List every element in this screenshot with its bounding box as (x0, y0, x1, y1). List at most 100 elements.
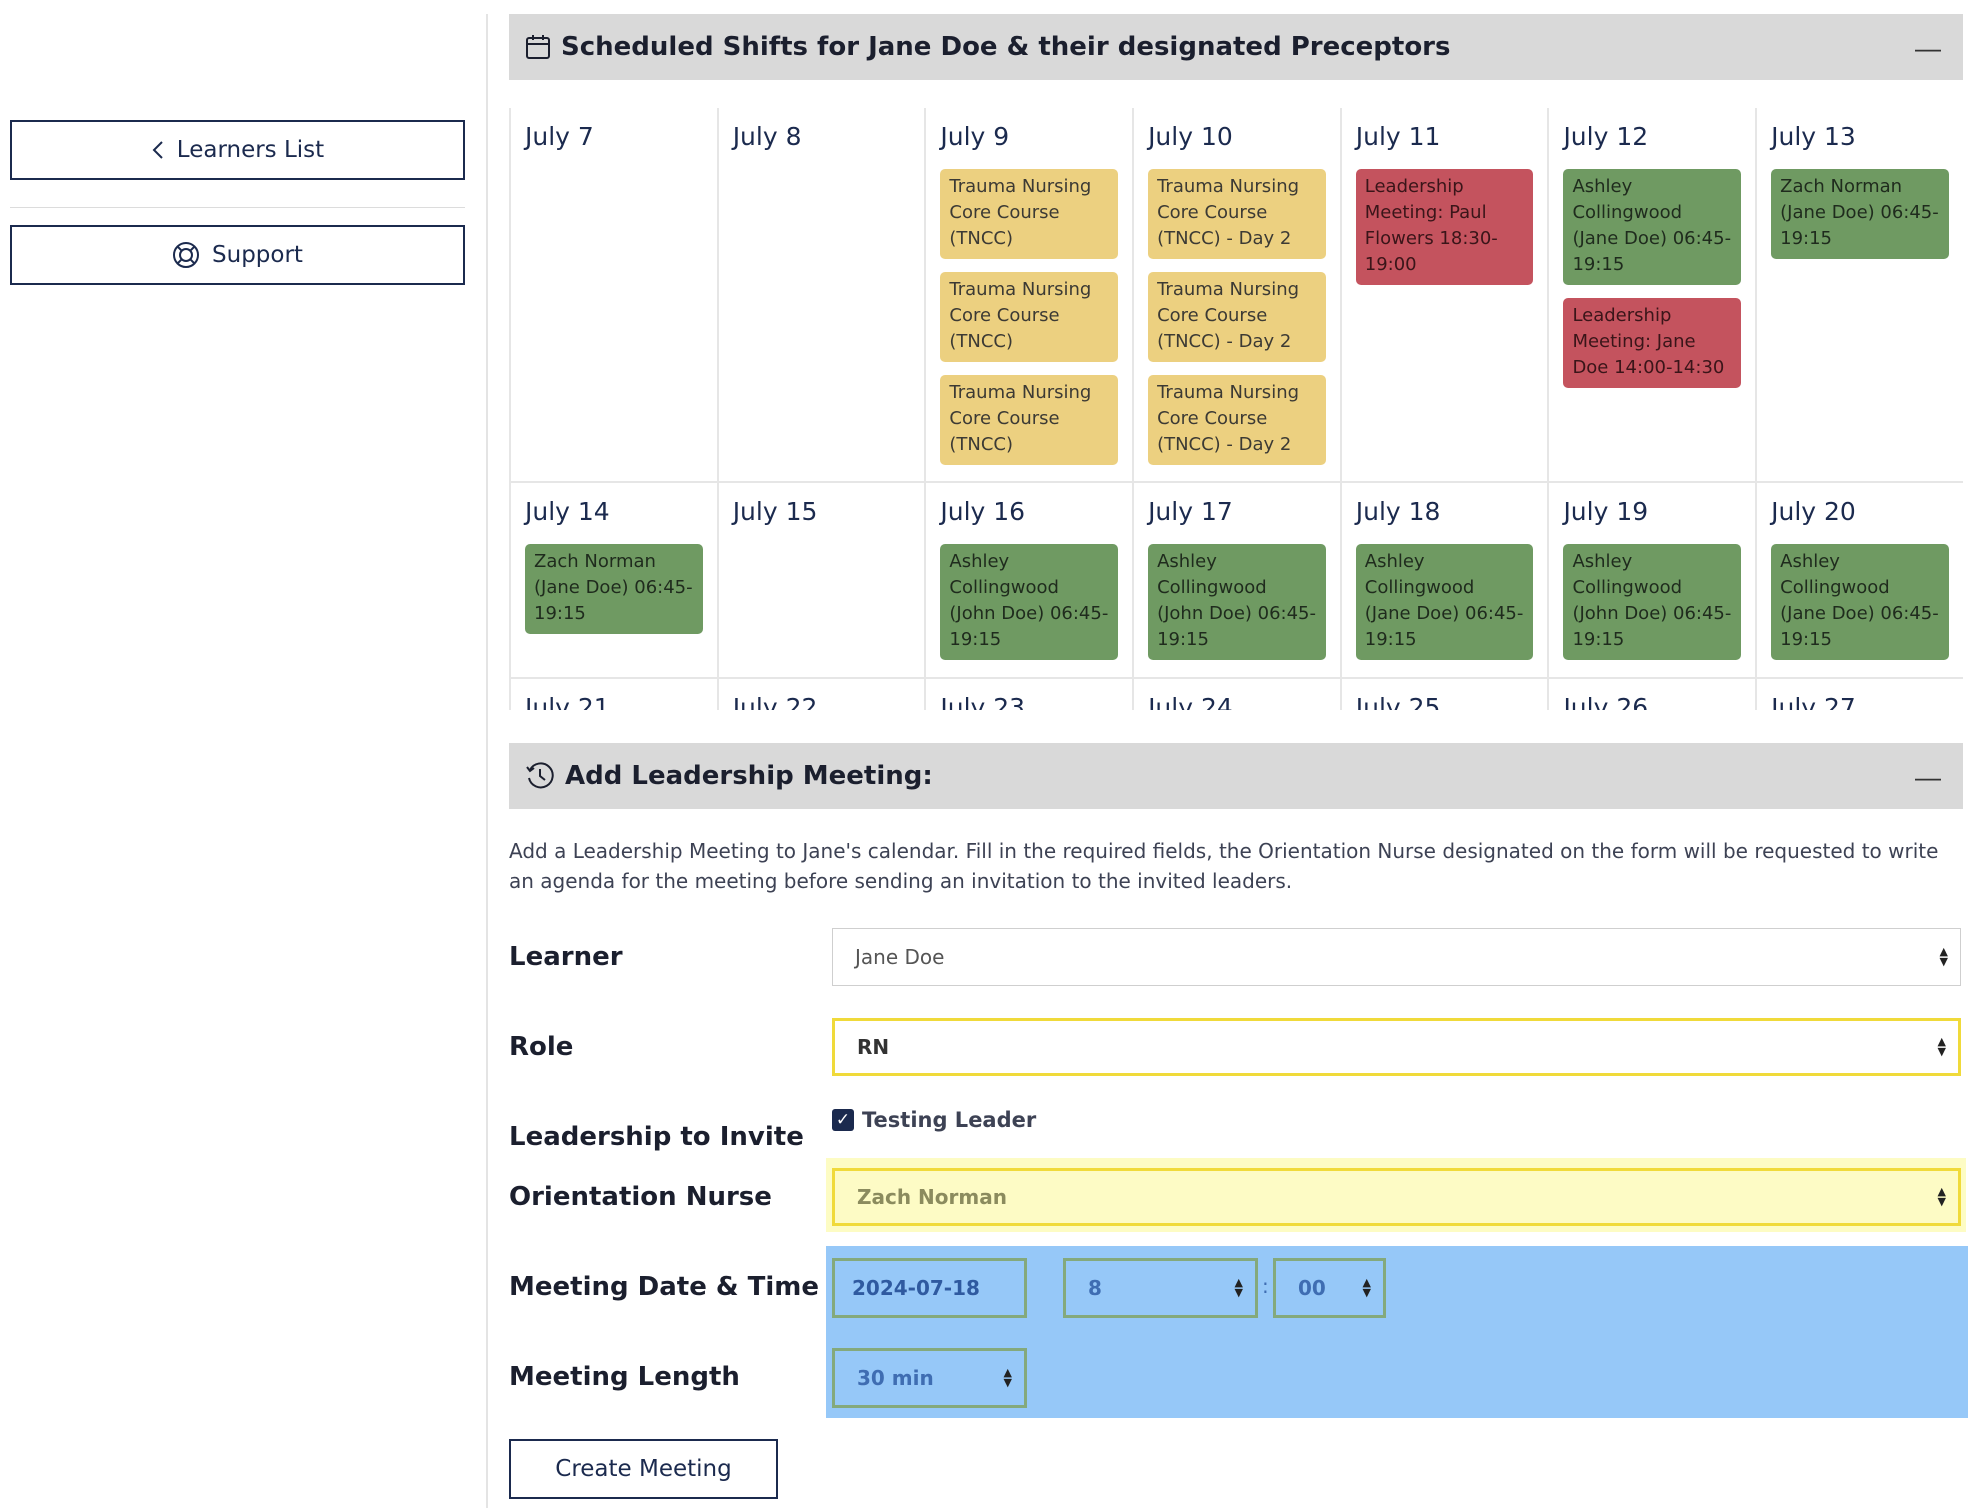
shift-event[interactable]: Ashley Collingwood (John Doe) 06:45-19:1… (940, 544, 1119, 660)
day-label: July 14 (525, 497, 610, 526)
leadership-label: Leadership to Invite (509, 1122, 804, 1152)
calendar-day-cell: July 18 Ashley Collingwood (Jane Doe) 06:… (1341, 483, 1550, 679)
clock-history-icon (526, 762, 554, 789)
testing-leader-label[interactable]: Testing Leader (862, 1108, 1037, 1132)
collapse-meeting-button[interactable]: — (1915, 762, 1941, 792)
meeting-panel-header[interactable]: Add Leadership Meeting: — (509, 743, 1963, 809)
calendar-day-cell: July 9 Trauma Nursing Core Course (TNCC) T… (926, 108, 1135, 483)
calendar-day-cell: July 15 (718, 483, 927, 679)
day-label: July 25 (1355, 693, 1441, 710)
calendar-day-cell: July 23 (926, 679, 1135, 710)
shift-event[interactable]: Trauma Nursing Core Course (TNCC) (940, 375, 1119, 465)
shift-event[interactable]: Leadership Meeting: Jane Doe 14:00-14:30 (1563, 298, 1742, 388)
calendar-day-cell: July 26 (1549, 679, 1758, 710)
day-label: July 24 (1148, 693, 1233, 710)
shift-event[interactable]: Ashley Collingwood (Jane Doe) 06:45-19:1… (1355, 544, 1534, 660)
role-select[interactable]: RN ▲ ▼ (832, 1018, 1961, 1076)
shift-event[interactable]: Trauma Nursing Core Course (TNCC) - Day … (1148, 272, 1326, 362)
day-label: July 21 (525, 693, 610, 710)
meeting-description: Add a Leadership Meeting to Jane's calen… (509, 839, 1939, 893)
length-value: 30 min (857, 1366, 934, 1390)
minute-value: 00 (1298, 1276, 1326, 1300)
datetime-label: Meeting Date & Time (509, 1272, 819, 1302)
day-label: July 13 (1771, 122, 1856, 151)
calendar-day-cell: July 21 (511, 679, 719, 710)
calendar-day-cell: July 27 (1757, 679, 1963, 710)
learner-value: Jane Doe (855, 945, 945, 969)
calendar-day-cell: July 16 Ashley Collingwood (John Doe) 06:… (926, 483, 1135, 679)
calendar-day-cell: July 22 (719, 679, 927, 710)
role-label: Role (509, 1032, 574, 1062)
calendar-day-cell: July 20 Ashley Collingwood (Jane Doe) 06:… (1757, 483, 1963, 679)
role-value: RN (857, 1035, 890, 1059)
shift-event[interactable]: Trauma Nursing Core Course (TNCC) - Day … (1148, 375, 1326, 465)
shifts-panel-header[interactable]: Scheduled Shifts for Jane Doe & their de… (509, 14, 1963, 80)
calendar-day-cell: July 25 (1342, 679, 1550, 710)
shift-event[interactable]: Ashley Collingwood (John Doe) 06:45-19:1… (1148, 544, 1326, 660)
day-label: July 9 (940, 122, 1010, 151)
chevron-left-icon (152, 141, 163, 159)
shift-event[interactable]: Ashley Collingwood (John Doe) 06:45-19:1… (1563, 544, 1742, 660)
day-label: July 12 (1563, 122, 1649, 151)
calendar-day-cell: July 13 Zach Norman (Jane Doe) 06:45-19:1… (1757, 108, 1963, 483)
testing-leader-checkbox[interactable]: ✓ (832, 1109, 854, 1131)
day-label: July 8 (732, 122, 802, 151)
day-label: July 18 (1355, 497, 1441, 526)
calendar-day-cell: July 7 (511, 108, 719, 483)
leader-checkbox-row: ✓ Testing Leader (832, 1108, 1036, 1132)
create-meeting-button[interactable]: Create Meeting (509, 1439, 778, 1499)
learner-select[interactable]: Jane Doe ▲ ▼ (832, 928, 1961, 986)
day-label: July 26 (1563, 693, 1649, 710)
calendar-day-cell: July 24 (1134, 679, 1342, 710)
length-label: Meeting Length (509, 1362, 740, 1392)
time-separator: : (1262, 1274, 1269, 1298)
calendar-day-cell: July 14 Zach Norman (Jane Doe) 06:45-19:1… (511, 483, 719, 679)
datetime-highlight (826, 1246, 1968, 1418)
day-label: July 11 (1355, 122, 1441, 151)
calendar-day-cell: July 8 (718, 108, 927, 483)
shift-event[interactable]: Ashley Collingwood (Jane Doe) 06:45-19:1… (1563, 169, 1742, 285)
calendar-grid: July 7 July 8 July 9 Trauma Nursing Core Co… (511, 108, 1963, 710)
collapse-shifts-button[interactable]: — (1915, 33, 1941, 63)
shift-event[interactable]: Ashley Collingwood (Jane Doe) 06:45-19:1… (1771, 544, 1949, 660)
create-meeting-label: Create Meeting (555, 1456, 732, 1482)
shift-event[interactable]: Trauma Nursing Core Course (TNCC) - Day … (1148, 169, 1326, 259)
calendar-day-cell: July 10 Trauma Nursing Core Course (TNCC)… (1134, 108, 1342, 483)
hour-value: 8 (1088, 1276, 1102, 1300)
calendar-day-cell: July 11 Leadership Meeting: Paul Flowers … (1341, 108, 1550, 483)
learners-list-label: Learners List (176, 137, 325, 163)
day-label: July 20 (1771, 497, 1856, 526)
select-arrows-icon: ▲ ▼ (1937, 1035, 1946, 1058)
shift-event[interactable]: Leadership Meeting: Paul Flowers 18:30-1… (1355, 169, 1534, 285)
support-button[interactable]: Support (10, 225, 465, 285)
support-label: Support (212, 242, 303, 268)
sidebar-divider (10, 207, 465, 208)
meeting-panel-title: Add Leadership Meeting: (565, 761, 933, 791)
meeting-date-input[interactable]: 2024-07-18 (832, 1258, 1027, 1318)
shift-event[interactable]: Zach Norman (Jane Doe) 06:45-19:15 (1771, 169, 1949, 259)
lifebuoy-icon (173, 242, 200, 268)
day-label: July 17 (1148, 497, 1233, 526)
orientation-nurse-select[interactable]: Zach Norman ▲ ▼ (832, 1168, 1961, 1226)
hour-select[interactable]: 8 ▲ ▼ (1063, 1258, 1258, 1318)
day-label: July 7 (525, 122, 594, 151)
minute-select[interactable]: 00 ▲ ▼ (1273, 1258, 1386, 1318)
shifts-panel-title: Scheduled Shifts for Jane Doe & their de… (561, 32, 1451, 62)
shift-event[interactable]: Trauma Nursing Core Course (TNCC) (940, 169, 1119, 259)
shift-event[interactable]: Trauma Nursing Core Course (TNCC) (940, 272, 1119, 362)
content-divider (486, 14, 488, 1508)
meeting-length-select[interactable]: 30 min ▲ ▼ (832, 1348, 1027, 1408)
day-label: July 27 (1771, 693, 1856, 710)
day-label: July 10 (1148, 122, 1233, 151)
learner-label: Learner (509, 942, 623, 972)
calendar-day-cell: July 12 Ashley Collingwood (Jane Doe) 06:… (1549, 108, 1758, 483)
date-value: 2024-07-18 (852, 1276, 980, 1300)
calendar-day-cell: July 19 Ashley Collingwood (John Doe) 06:… (1549, 483, 1758, 679)
day-label: July 22 (732, 693, 818, 710)
select-arrows-icon: ▲ ▼ (1939, 945, 1948, 968)
select-arrows-icon: ▲ ▼ (1003, 1366, 1012, 1389)
shift-event[interactable]: Zach Norman (Jane Doe) 06:45-19:15 (525, 544, 703, 634)
day-label: July 19 (1563, 497, 1649, 526)
learners-list-button[interactable]: Learners List (10, 120, 465, 180)
day-label: July 23 (940, 693, 1026, 710)
